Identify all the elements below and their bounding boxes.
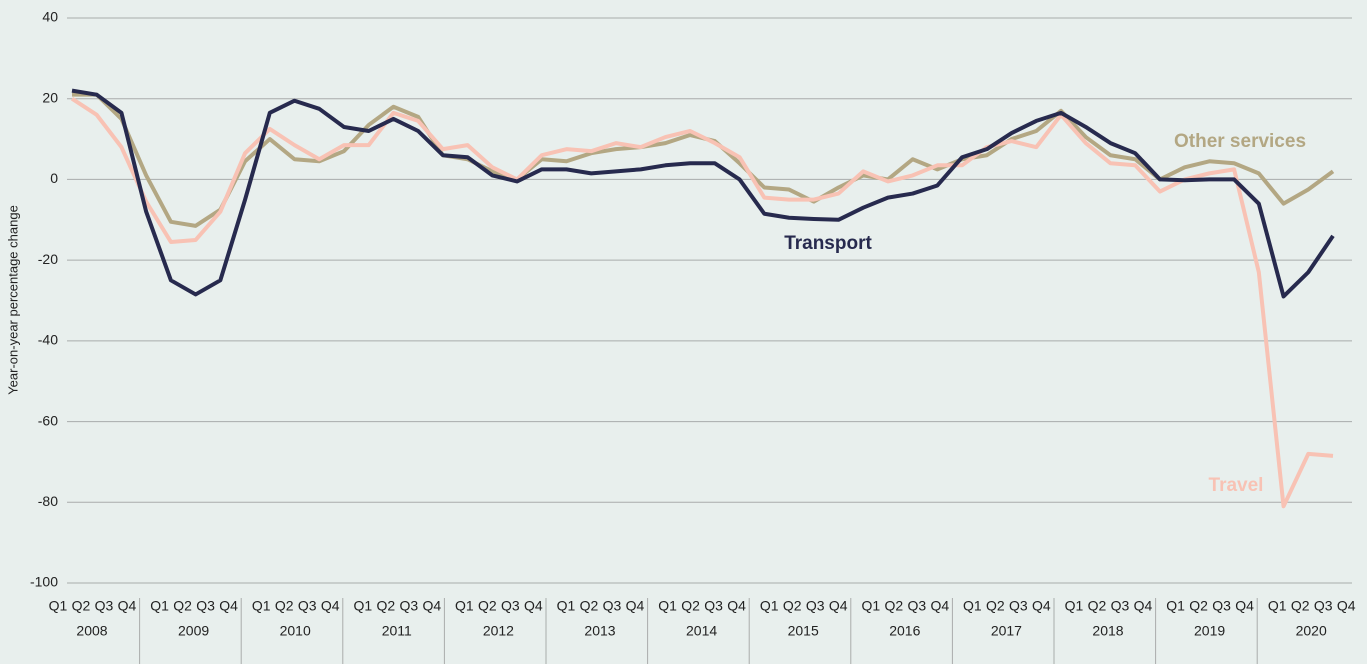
y-axis-label: Year-on-year percentage change	[5, 205, 20, 395]
x-tick-label: Q3	[501, 598, 520, 614]
year-label: 2016	[889, 623, 920, 639]
x-tick-label: Q2	[173, 598, 192, 614]
x-tick-label: Q2	[783, 598, 802, 614]
x-tick-label: Q3	[907, 598, 926, 614]
year-label: 2011	[382, 623, 412, 639]
year-label: 2009	[178, 623, 209, 639]
year-label: 2017	[991, 623, 1022, 639]
x-tick-label: Q1	[1166, 598, 1185, 614]
year-label: 2014	[686, 623, 717, 639]
x-tick-label: Q2	[884, 598, 903, 614]
x-tick-label: Q1	[760, 598, 779, 614]
y-tick-label: -60	[38, 412, 58, 428]
x-tick-label: Q1	[1065, 598, 1084, 614]
x-tick-label: Q4	[1134, 598, 1153, 614]
y-tick-label: 20	[42, 89, 58, 105]
x-tick-label: Q4	[1032, 598, 1051, 614]
x-tick-label: Q2	[478, 598, 497, 614]
x-tick-label: Q2	[1189, 598, 1208, 614]
x-tick-label: Q4	[524, 598, 543, 614]
x-tick-label: Q4	[321, 598, 340, 614]
x-tick-label: Q4	[829, 598, 848, 614]
series-line	[71, 88, 1335, 299]
x-tick-label: Q4	[219, 598, 238, 614]
year-label: 2020	[1296, 623, 1327, 639]
x-tick-label: Q1	[1268, 598, 1287, 614]
x-tick-label: Q3	[1111, 598, 1130, 614]
y-tick-label: -80	[38, 493, 58, 509]
x-tick-label: Q1	[353, 598, 372, 614]
x-tick-label: Q4	[930, 598, 949, 614]
x-tick-label: Q2	[1088, 598, 1107, 614]
year-label: 2015	[788, 623, 819, 639]
x-tick-label: Q4	[727, 598, 746, 614]
series-label: Other services	[1174, 131, 1306, 152]
x-tick-label: Q4	[1235, 598, 1254, 614]
year-label: 2013	[584, 623, 615, 639]
x-tick-label: Q3	[1009, 598, 1028, 614]
x-tick-label: Q2	[72, 598, 91, 614]
x-tick-label: Q1	[557, 598, 576, 614]
x-tick-label: Q2	[275, 598, 294, 614]
x-tick-label: Q3	[1212, 598, 1231, 614]
x-tick-label: Q3	[806, 598, 825, 614]
x-tick-label: Q1	[252, 598, 271, 614]
y-tick-label: 40	[42, 9, 58, 25]
x-tick-label: Q2	[1291, 598, 1310, 614]
x-tick-label: Q2	[681, 598, 700, 614]
year-label: 2008	[76, 623, 107, 639]
year-label: 2010	[280, 623, 311, 639]
series-label: Transport	[784, 233, 872, 254]
year-label: 2018	[1092, 623, 1123, 639]
x-tick-label: Q2	[580, 598, 599, 614]
x-tick-label: Q1	[658, 598, 677, 614]
x-tick-label: Q2	[376, 598, 395, 614]
y-tick-label: -20	[38, 251, 58, 267]
y-tick-label: -100	[30, 574, 58, 590]
x-tick-label: Q1	[455, 598, 474, 614]
x-tick-label: Q3	[603, 598, 622, 614]
y-tick-label: 0	[50, 170, 58, 186]
x-tick-label: Q3	[298, 598, 317, 614]
series-line	[70, 97, 1334, 509]
x-tick-label: Q4	[1337, 598, 1356, 614]
x-tick-label: Q4	[626, 598, 645, 614]
x-tick-label: Q1	[150, 598, 169, 614]
y-tick-label: -40	[38, 332, 58, 348]
x-tick-label: Q3	[704, 598, 723, 614]
series-label: Travel	[1209, 475, 1264, 496]
x-tick-label: Q4	[422, 598, 441, 614]
x-tick-label: Q3	[1314, 598, 1333, 614]
x-tick-label: Q1	[861, 598, 880, 614]
x-tick-label: Q3	[196, 598, 215, 614]
x-tick-label: Q3	[95, 598, 114, 614]
year-label: 2019	[1194, 623, 1225, 639]
x-tick-label: Q3	[399, 598, 418, 614]
x-tick-label: Q4	[118, 598, 137, 614]
x-tick-label: Q2	[986, 598, 1005, 614]
x-tick-label: Q1	[963, 598, 982, 614]
year-label: 2012	[483, 623, 514, 639]
x-tick-label: Q1	[49, 598, 68, 614]
